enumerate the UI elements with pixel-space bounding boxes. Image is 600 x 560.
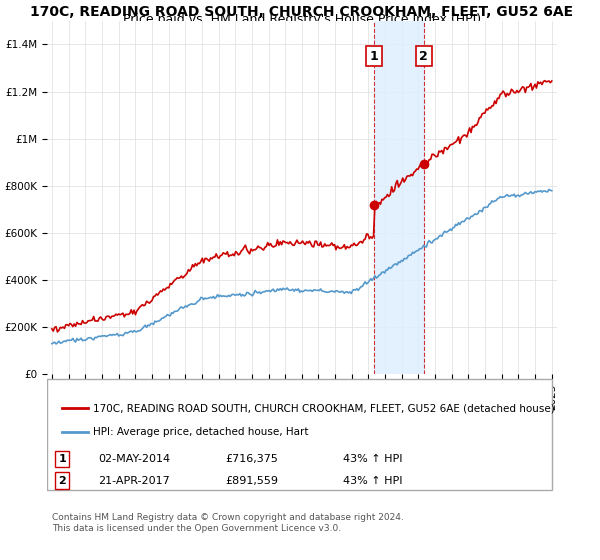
Text: 170C, READING ROAD SOUTH, CHURCH CROOKHAM, FLEET, GU52 6AE (detached house): 170C, READING ROAD SOUTH, CHURCH CROOKHA… xyxy=(93,403,554,413)
Text: 1: 1 xyxy=(370,50,379,63)
Bar xyxy=(374,21,424,374)
Text: 1: 1 xyxy=(58,454,66,464)
Text: 43% ↑ HPI: 43% ↑ HPI xyxy=(343,454,402,464)
Text: HPI: Average price, detached house, Hart: HPI: Average price, detached house, Hart xyxy=(93,427,308,437)
Text: 21-APR-2017: 21-APR-2017 xyxy=(98,476,170,486)
Text: Contains HM Land Registry data © Crown copyright and database right 2024.
This d: Contains HM Land Registry data © Crown c… xyxy=(52,514,404,533)
Text: 170C, READING ROAD SOUTH, CHURCH CROOKHAM, FLEET, GU52 6AE: 170C, READING ROAD SOUTH, CHURCH CROOKHA… xyxy=(30,5,574,19)
Text: Price paid vs. HM Land Registry's House Price Index (HPI): Price paid vs. HM Land Registry's House … xyxy=(123,12,481,26)
Text: 2: 2 xyxy=(419,50,428,63)
Text: 43% ↑ HPI: 43% ↑ HPI xyxy=(343,476,402,486)
FancyBboxPatch shape xyxy=(47,379,551,491)
Text: 2: 2 xyxy=(58,476,66,486)
Text: 02-MAY-2014: 02-MAY-2014 xyxy=(98,454,170,464)
Text: £716,375: £716,375 xyxy=(226,454,278,464)
Text: £891,559: £891,559 xyxy=(226,476,278,486)
